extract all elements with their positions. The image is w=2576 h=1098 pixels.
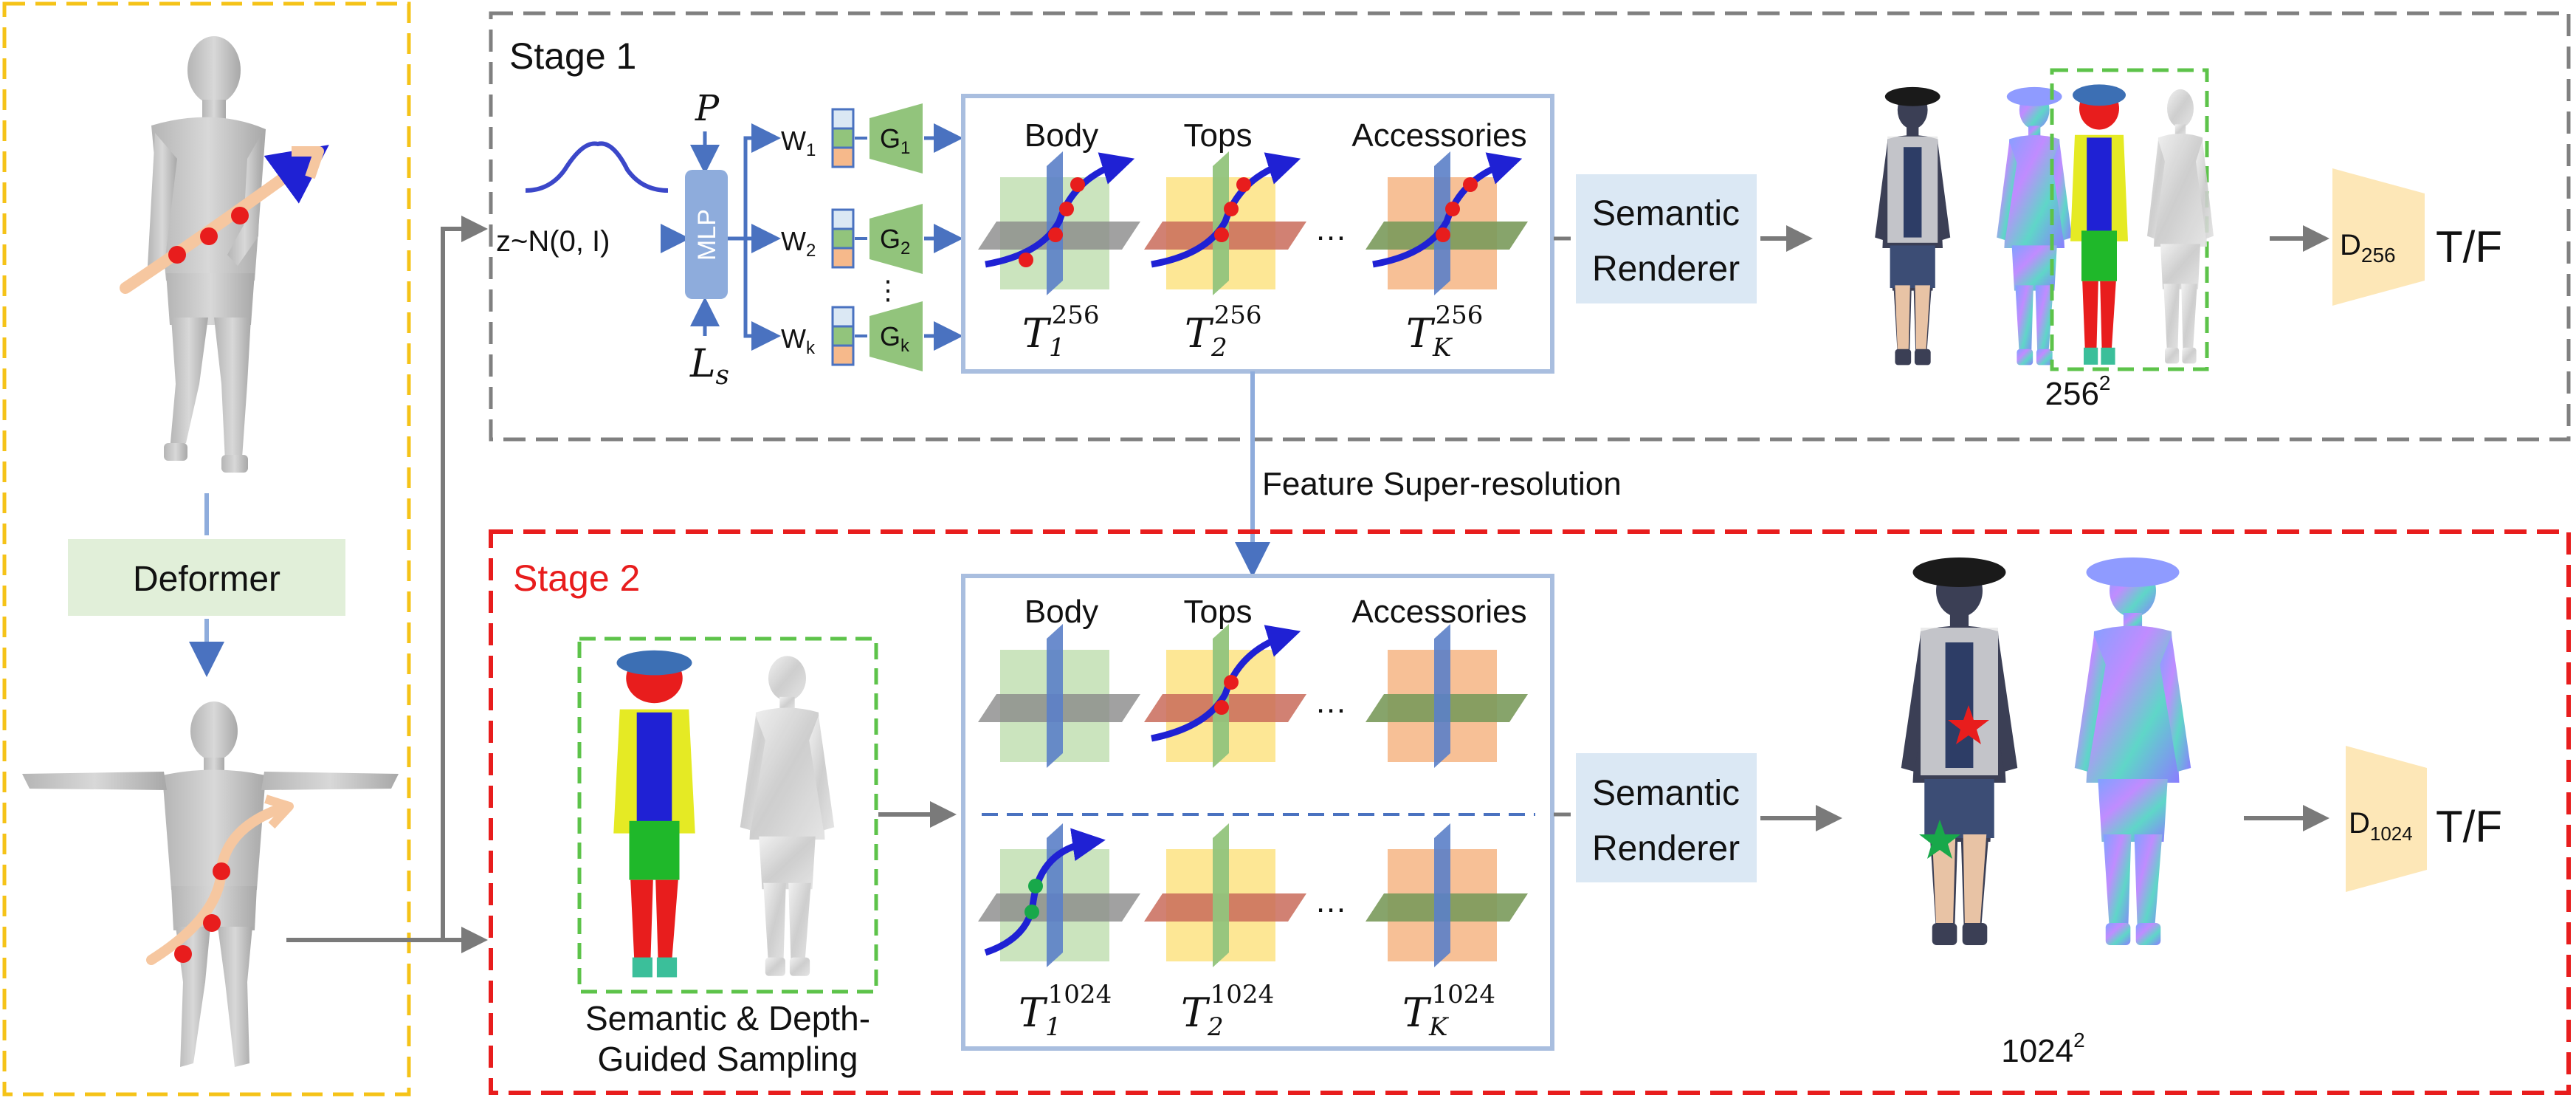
stage1-depth-map <box>2147 89 2214 364</box>
mlp-label: MLP <box>693 209 721 261</box>
stage1-triplane-accessories <box>1366 151 1528 295</box>
gaussian-curve <box>525 141 669 193</box>
stage2-triplane-body-row1 <box>978 624 1140 768</box>
stage2-t2-label: T21024 <box>1181 980 1274 1042</box>
stage1-part-accessories: Accessories <box>1351 117 1526 154</box>
stage2-part-tops: Tops <box>1184 594 1253 630</box>
g1-label: G1 <box>880 123 910 158</box>
stage2-renderer-line1: Semantic <box>1592 774 1740 813</box>
canonical-sample-point <box>203 914 221 932</box>
stage2-panel <box>489 529 2571 1095</box>
stage1-rgb-render <box>1875 86 1951 366</box>
noise-label: z~N(0, I) <box>496 225 610 258</box>
generator-g1 <box>869 103 923 174</box>
stage2-triplane-box <box>961 574 1554 1051</box>
generator-g2 <box>869 204 923 274</box>
stage1-part-tops: Tops <box>1184 117 1253 154</box>
discriminator-1024 <box>2346 746 2427 892</box>
stage1-ellipsis: … <box>1315 211 1347 247</box>
stage1-part-body: Body <box>1024 117 1098 154</box>
disc-256-label: D256 <box>2340 229 2396 267</box>
stage2-ellipsis-row1: … <box>1315 684 1347 720</box>
stage1-title: Stage 1 <box>509 35 636 77</box>
posed-sample-point <box>200 227 218 245</box>
posed-human-mesh <box>148 36 266 473</box>
canonical-to-stage1-arrow <box>441 216 488 940</box>
discriminator-256 <box>2332 168 2425 306</box>
w1-label: W1 <box>781 126 816 160</box>
stage1-tf-label: T/F <box>2436 222 2502 272</box>
pose-label: P <box>695 88 720 129</box>
stage1-semantic-renderer <box>1576 174 1757 303</box>
disc-1024-label: D1024 <box>2349 807 2413 845</box>
stage2-triplane-body-row2 <box>978 823 1140 967</box>
w-vector-1 <box>831 108 855 168</box>
stage2-ellipsis-row2: … <box>1315 883 1347 919</box>
stage1-normal-render <box>1997 86 2073 366</box>
mlp-block <box>685 170 728 299</box>
stage2-title: Stage 2 <box>513 557 640 599</box>
w-vector-2 <box>831 208 855 269</box>
stage1-t1-label: T1256 <box>1022 301 1100 363</box>
generator-gk <box>869 301 923 371</box>
stage1-renderer-line1: Semantic <box>1592 194 1740 233</box>
deformer-panel <box>2 1 411 1097</box>
canonical-sample-point <box>174 945 192 963</box>
stage2-t1-label: T11024 <box>1019 980 1112 1042</box>
stage1-semantic-map <box>2070 84 2128 365</box>
super-resolution-label: Feature Super-resolution <box>1262 466 1622 502</box>
stage1-triplane-tops <box>1144 151 1306 295</box>
stage1-panel <box>489 11 2571 442</box>
posed-trajectory-arrow <box>120 145 329 294</box>
stage2-tk-label: TK1024 <box>1402 980 1495 1042</box>
deformer-box <box>68 539 345 616</box>
vdots: ⋮ <box>875 275 901 305</box>
green-star-marker <box>1919 820 1960 859</box>
posed-sample-point <box>231 207 249 224</box>
stage1-triplane-box <box>961 94 1554 374</box>
stage2-triplane-accessories-row1 <box>1366 624 1528 768</box>
stage2-tf-label: T/F <box>2436 802 2502 851</box>
stage2-semantic-map <box>613 650 695 978</box>
sampling-label-line2: Guided Sampling <box>598 1040 858 1078</box>
stage2-depth-map <box>740 656 835 976</box>
stage2-normal-render <box>2074 557 2191 945</box>
mlp-branches <box>728 136 768 338</box>
stage1-triplane-body <box>978 151 1140 295</box>
stage1-t2-label: T2256 <box>1185 301 1262 363</box>
stage2-renderer-line2: Renderer <box>1592 829 1740 868</box>
canonical-sample-point <box>213 862 230 880</box>
red-star-marker <box>1948 705 1989 744</box>
stage2-semantic-renderer <box>1576 753 1757 882</box>
canonical-human-mesh <box>22 701 399 1067</box>
w2-label: W2 <box>781 226 816 261</box>
stage1-renderer-line2: Renderer <box>1592 250 1740 289</box>
w-vector-k <box>831 306 855 366</box>
sampling-label-line1: Semantic & Depth- <box>585 999 870 1037</box>
deformer-label: Deformer <box>133 560 280 599</box>
gk-label: Gk <box>880 321 910 356</box>
stage2-part-body: Body <box>1024 594 1098 630</box>
stage1-resolution: 2562 <box>2045 371 2111 412</box>
posed-sample-point <box>168 246 186 264</box>
stage2-triplane-accessories-row2 <box>1366 823 1528 967</box>
wk-label: Wk <box>781 323 816 358</box>
stage2-triplane-tops-row1 <box>1144 624 1306 768</box>
stage2-triplane-tops-row2 <box>1144 823 1306 967</box>
stage1-tk-label: TK256 <box>1406 301 1483 363</box>
stage2-part-accessories: Accessories <box>1351 594 1526 630</box>
g2-label: G2 <box>880 224 910 258</box>
stage2-rgb-render <box>1901 557 2018 945</box>
stage2-resolution: 10242 <box>2001 1029 2084 1069</box>
ls-label: Ls <box>689 342 729 391</box>
